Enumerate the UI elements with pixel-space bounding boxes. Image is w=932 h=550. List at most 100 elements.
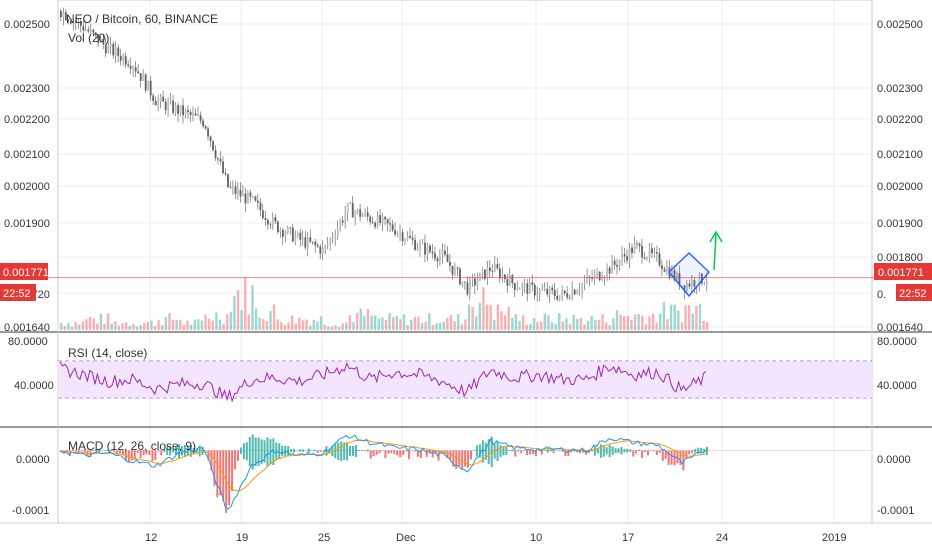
volume-bar — [323, 324, 326, 330]
candle-body — [64, 12, 67, 21]
symbol-title[interactable]: NEO / Bitcoin, 60, BINANCE — [66, 12, 218, 26]
candle-body — [618, 260, 621, 267]
candle-body — [94, 32, 97, 35]
macd-histogram-bar — [352, 445, 355, 456]
macd-histogram-bar — [487, 439, 490, 464]
volume-bar — [655, 322, 658, 330]
candle-body — [336, 227, 339, 237]
volume-bar — [431, 325, 435, 330]
macd-histogram-bar — [287, 445, 290, 456]
candle-body — [259, 202, 262, 211]
candle-body — [167, 102, 170, 111]
candle-body — [431, 251, 434, 254]
volume-bar — [265, 321, 269, 330]
candle-body — [508, 275, 511, 286]
volume-bar — [641, 315, 644, 330]
candle-body — [421, 242, 424, 244]
macd-histogram-bar — [393, 450, 396, 454]
macd-histogram-bar — [511, 449, 514, 452]
macd-histogram-bar — [378, 450, 381, 453]
volume-bar — [424, 321, 427, 330]
candle-body — [147, 80, 150, 91]
volume-bar — [532, 318, 536, 330]
candle-body — [641, 245, 643, 258]
up-arrow-icon[interactable] — [709, 230, 723, 271]
macd-histogram-bar — [228, 450, 231, 506]
candle-body — [661, 265, 663, 270]
volume-bar — [536, 322, 539, 330]
candle-body — [616, 264, 619, 267]
macd-histogram-bar — [98, 449, 101, 452]
volume-bar — [460, 324, 463, 330]
macd-histogram-bar — [136, 450, 139, 453]
candle-body — [346, 203, 349, 214]
candle-body — [247, 192, 249, 204]
time-tick: 17 — [622, 532, 634, 544]
diamond-pattern-drawing[interactable] — [668, 252, 710, 298]
macd-histogram-bar — [419, 450, 422, 459]
candle-body — [364, 212, 367, 216]
candle-body — [117, 47, 120, 56]
volume-bar — [392, 317, 395, 330]
macd-histogram-bar — [431, 450, 434, 458]
volume-bar — [290, 315, 294, 330]
macd-histogram-bar — [523, 450, 526, 451]
candle-body — [234, 186, 237, 194]
macd-signal-line — [59, 439, 707, 492]
candle-body — [493, 264, 496, 272]
volume-bar — [193, 319, 196, 330]
volume-bar — [128, 325, 131, 330]
macd-histogram-bar — [658, 450, 661, 453]
volume-bar — [695, 305, 698, 330]
macd-histogram-bar — [139, 450, 142, 459]
volume-label[interactable]: Vol (20) — [68, 31, 109, 45]
candle-body — [426, 245, 429, 255]
volume-bar — [258, 317, 261, 330]
candle-body — [62, 12, 65, 18]
candle-body — [229, 187, 232, 188]
macd-histogram-bar — [605, 447, 608, 455]
macd-histogram-bar — [670, 450, 673, 465]
candle-body — [411, 237, 414, 240]
macd-histogram-bar — [688, 450, 691, 455]
candle-body — [267, 220, 269, 225]
candle-body — [503, 274, 506, 280]
volume-bar — [280, 322, 283, 330]
volume-bar — [139, 325, 142, 330]
candle-body — [501, 274, 504, 279]
candle-body — [349, 202, 352, 204]
volume-bar — [503, 315, 507, 330]
macd-histogram-bar — [638, 449, 641, 452]
candle-body — [643, 257, 646, 259]
macd-histogram-bar — [278, 443, 281, 460]
volume-bar — [106, 313, 110, 330]
volume-bar — [175, 319, 178, 330]
candle-body — [124, 56, 127, 65]
macd-histogram-bar — [295, 450, 298, 451]
left-macd-tick: 0.0000 — [16, 454, 50, 466]
candle-body — [548, 287, 551, 295]
candle-body — [611, 260, 614, 274]
candle-body — [568, 297, 571, 299]
macd-histogram-bar — [593, 446, 596, 456]
volume-bar — [352, 322, 355, 330]
volume-bar — [254, 308, 258, 330]
macd-histogram-bar — [546, 448, 549, 453]
left-price-tick: 0.002300 — [4, 83, 50, 95]
macd-label[interactable]: MACD (12, 26, close, 9) — [68, 439, 196, 453]
macd-histogram-bar — [248, 437, 251, 467]
volume-bar — [543, 313, 546, 330]
candle-body — [319, 246, 322, 254]
rsi-label[interactable]: RSI (14, close) — [68, 346, 147, 360]
macd-histogram-bar — [599, 444, 602, 458]
left-price-tick: 0.001900 — [4, 218, 50, 230]
macd-histogram-bar — [649, 450, 652, 451]
candle-body — [698, 273, 701, 287]
candle-body — [212, 140, 214, 151]
macd-histogram-bar — [481, 440, 484, 463]
macd-histogram-bar — [629, 449, 632, 452]
candle-body — [79, 21, 82, 26]
volume-bar — [680, 322, 684, 330]
macd-histogram-bar — [95, 449, 98, 453]
candle-body — [137, 71, 140, 74]
